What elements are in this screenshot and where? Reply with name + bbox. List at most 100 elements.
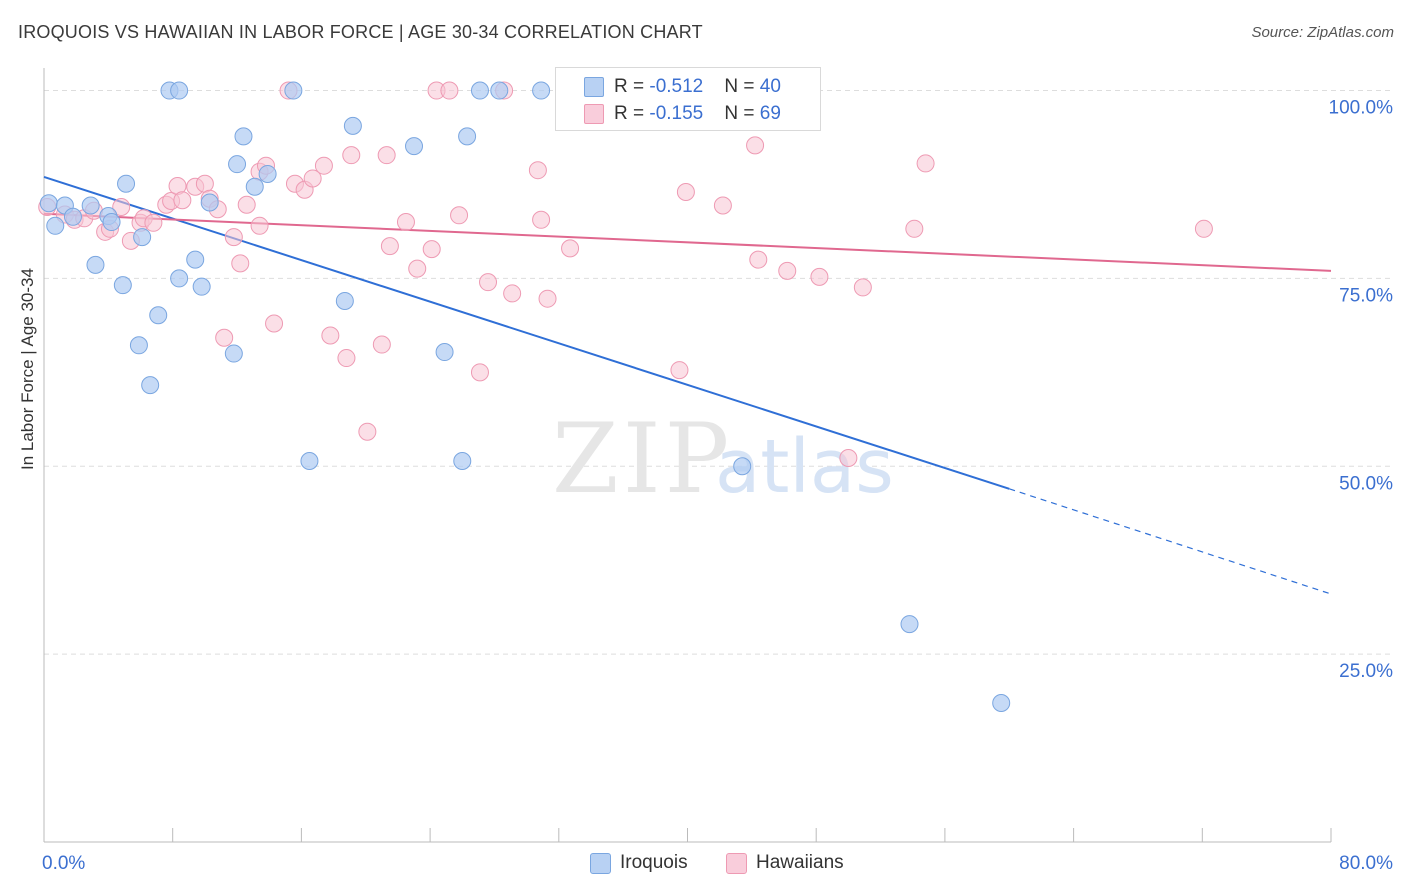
point-hawaiians bbox=[853, 278, 872, 297]
point-iroquois bbox=[258, 164, 277, 183]
point-hawaiians bbox=[440, 81, 459, 100]
point-iroquois bbox=[133, 228, 152, 247]
chart-title: IROQUOIS VS HAWAIIAN IN LABOR FORCE | AG… bbox=[18, 22, 703, 42]
point-hawaiians bbox=[396, 213, 415, 232]
point-iroquois bbox=[117, 174, 136, 193]
point-hawaiians bbox=[503, 284, 522, 303]
point-iroquois bbox=[470, 81, 489, 100]
point-hawaiians bbox=[470, 363, 489, 382]
stats-legend: R = -0.512 N = 40 R = -0.155 N = 69 bbox=[555, 67, 821, 131]
point-iroquois bbox=[170, 81, 189, 100]
point-iroquois bbox=[170, 269, 189, 288]
point-hawaiians bbox=[144, 213, 163, 232]
point-hawaiians bbox=[195, 174, 214, 193]
point-hawaiians bbox=[422, 240, 441, 259]
point-hawaiians bbox=[250, 216, 269, 235]
point-hawaiians bbox=[746, 136, 765, 155]
legend-swatch-hawaiians bbox=[584, 104, 604, 124]
point-iroquois bbox=[234, 127, 253, 146]
legend-swatch-iroquois bbox=[590, 853, 611, 874]
point-hawaiians bbox=[314, 156, 333, 175]
point-iroquois bbox=[405, 137, 424, 156]
series-hawaiians bbox=[38, 81, 1213, 468]
point-iroquois bbox=[113, 276, 132, 295]
point-hawaiians bbox=[380, 237, 399, 256]
legend-r-label: R = bbox=[614, 103, 650, 124]
point-hawaiians bbox=[839, 449, 858, 468]
point-hawaiians bbox=[358, 422, 377, 441]
point-iroquois bbox=[435, 343, 454, 362]
point-iroquois bbox=[733, 457, 752, 476]
point-hawaiians bbox=[372, 335, 391, 354]
point-iroquois bbox=[141, 376, 160, 395]
source-label: Source: ZipAtlas.com bbox=[1251, 24, 1394, 41]
point-hawaiians bbox=[237, 195, 256, 214]
point-hawaiians bbox=[215, 328, 234, 347]
series-iroquois bbox=[39, 81, 1011, 712]
watermark: ZIP atlas bbox=[552, 403, 894, 515]
legend-n-value-hawaiians: 69 bbox=[759, 103, 781, 124]
point-iroquois bbox=[228, 155, 247, 174]
x-tick-label: 0.0% bbox=[42, 853, 85, 874]
point-hawaiians bbox=[810, 267, 829, 286]
point-iroquois bbox=[453, 452, 472, 471]
point-iroquois bbox=[39, 194, 58, 213]
point-hawaiians bbox=[916, 154, 935, 173]
point-iroquois bbox=[63, 207, 82, 226]
point-hawaiians bbox=[749, 250, 768, 269]
point-iroquois bbox=[335, 291, 354, 310]
point-hawaiians bbox=[377, 146, 396, 165]
point-iroquois bbox=[992, 693, 1011, 712]
point-hawaiians bbox=[337, 349, 356, 368]
point-hawaiians bbox=[905, 219, 924, 238]
point-hawaiians bbox=[450, 206, 469, 225]
tick-labels: 100.0% 75.0% 50.0% 25.0% 0.0% 80.0% bbox=[42, 98, 1393, 874]
point-iroquois bbox=[245, 177, 264, 196]
legend-label-hawaiians: Hawaiians bbox=[756, 852, 844, 873]
point-iroquois bbox=[46, 216, 65, 235]
y-tick-label: 25.0% bbox=[1339, 661, 1393, 682]
point-iroquois bbox=[200, 193, 219, 212]
point-hawaiians bbox=[265, 314, 284, 333]
y-axis-label: In Labor Force | Age 30-34 bbox=[18, 268, 37, 470]
point-hawaiians bbox=[778, 261, 797, 280]
point-iroquois bbox=[102, 213, 121, 232]
point-iroquois bbox=[343, 116, 362, 135]
legend-n-label: N = bbox=[724, 76, 760, 97]
point-iroquois bbox=[149, 306, 168, 325]
y-tick-label: 50.0% bbox=[1339, 473, 1393, 494]
point-hawaiians bbox=[1194, 219, 1213, 238]
y-tick-label: 100.0% bbox=[1329, 98, 1394, 119]
point-iroquois bbox=[900, 615, 919, 634]
point-hawaiians bbox=[321, 326, 340, 345]
point-hawaiians bbox=[528, 161, 547, 180]
point-hawaiians bbox=[408, 259, 427, 278]
point-hawaiians bbox=[342, 146, 361, 165]
regression-extension-iroquois bbox=[1009, 488, 1332, 595]
point-hawaiians bbox=[561, 239, 580, 258]
point-hawaiians bbox=[479, 273, 498, 292]
point-hawaiians bbox=[231, 254, 250, 273]
point-iroquois bbox=[186, 250, 205, 269]
point-hawaiians bbox=[713, 196, 732, 215]
point-hawaiians bbox=[532, 210, 551, 229]
point-iroquois bbox=[458, 127, 477, 146]
point-iroquois bbox=[224, 344, 243, 363]
x-tick-label: 80.0% bbox=[1339, 853, 1393, 874]
point-iroquois bbox=[192, 277, 211, 296]
legend-swatch-iroquois bbox=[584, 77, 604, 97]
point-hawaiians bbox=[173, 191, 192, 210]
regression-line-iroquois bbox=[43, 176, 1010, 490]
legend-swatch-hawaiians bbox=[726, 853, 747, 874]
point-iroquois bbox=[129, 336, 148, 355]
point-hawaiians bbox=[670, 361, 689, 380]
point-iroquois bbox=[284, 81, 303, 100]
legend-r-label: R = bbox=[614, 76, 650, 97]
point-iroquois bbox=[532, 81, 551, 100]
legend-n-label: N = bbox=[724, 103, 760, 124]
point-iroquois bbox=[300, 452, 319, 471]
legend-n-value-iroquois: 40 bbox=[759, 76, 781, 97]
point-hawaiians bbox=[303, 169, 322, 188]
legend-label-iroquois: Iroquois bbox=[620, 852, 688, 873]
